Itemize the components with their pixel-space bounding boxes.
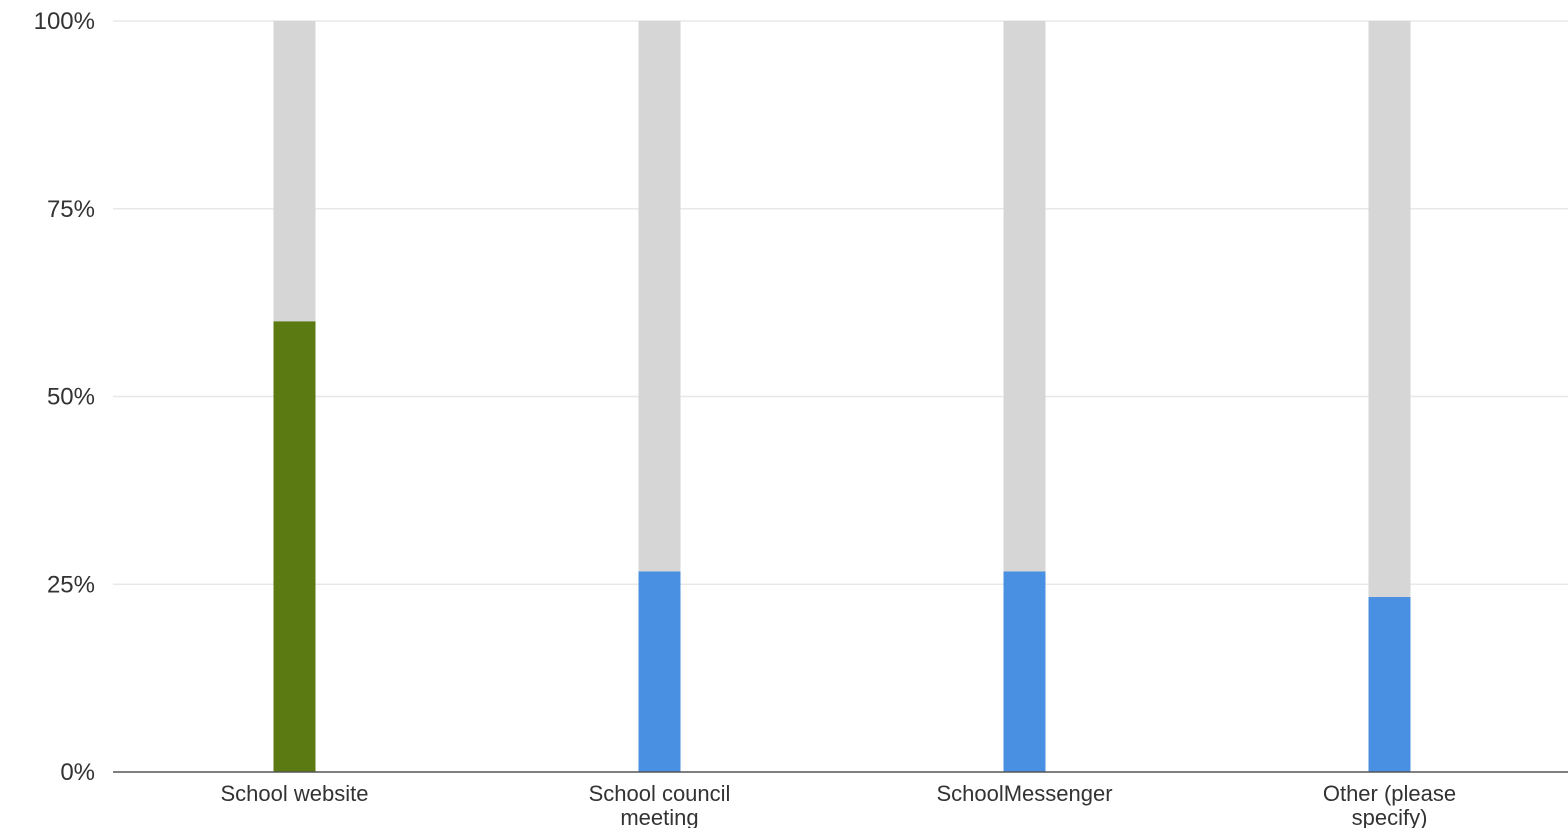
x-tick-label-line: Other (please	[1323, 781, 1456, 806]
y-tick-label: 50%	[47, 384, 95, 411]
x-tick-label-line: meeting	[620, 805, 698, 828]
y-tick-label: 75%	[47, 196, 95, 223]
bar	[1368, 597, 1411, 772]
y-tick-label: 100%	[34, 8, 95, 35]
grid-layer	[113, 20, 1568, 585]
x-tick-label: Other (please specify)	[1323, 781, 1456, 828]
y-tick-label: 0%	[60, 759, 95, 786]
y-tick-label: 25%	[47, 571, 95, 598]
labels-layer: 0% 25% 50% 75% 100% School website School coun…	[34, 8, 1457, 828]
x-tick-label: School website	[221, 781, 369, 806]
x-tick-label-line: specify)	[1352, 805, 1428, 828]
bar	[638, 571, 681, 772]
bars-layer	[273, 21, 1411, 772]
x-tick-label: School council meeting	[589, 781, 731, 828]
x-tick-label: SchoolMessenger	[936, 781, 1112, 806]
x-tick-label-line: School website	[221, 781, 369, 806]
bar	[273, 321, 316, 772]
x-tick-label-line: School council	[589, 781, 731, 806]
x-tick-label-line: SchoolMessenger	[936, 781, 1112, 806]
bar	[1003, 571, 1046, 772]
